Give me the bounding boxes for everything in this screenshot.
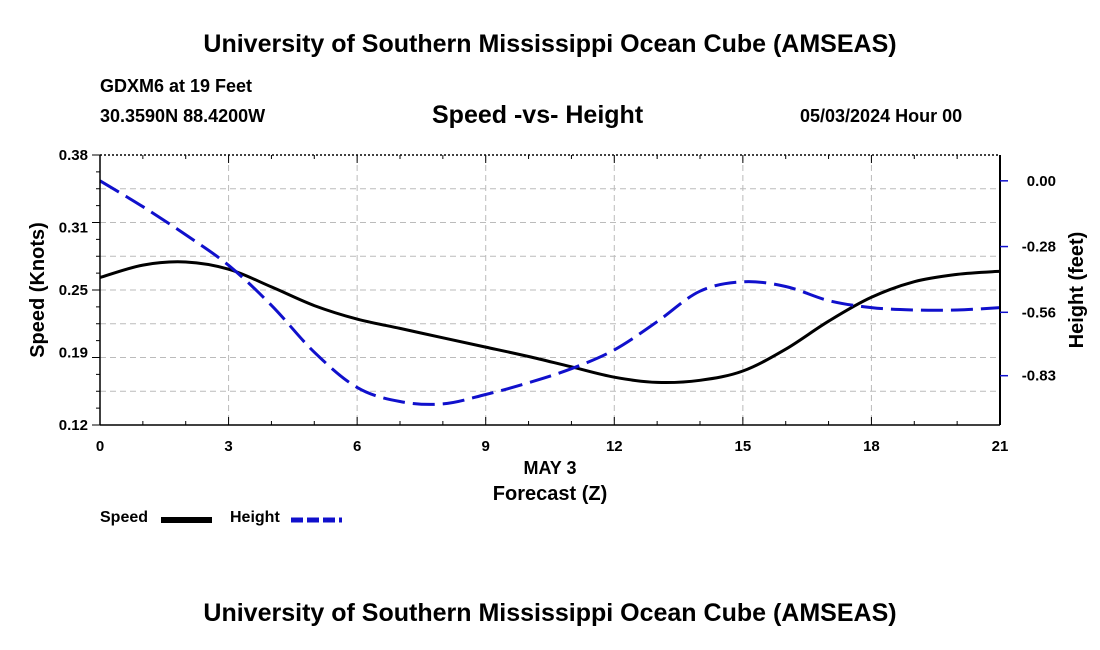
x-tick-label: 6 bbox=[353, 438, 361, 455]
y-axis-title: Speed (Knots) bbox=[27, 222, 49, 358]
x-tick-label: 12 bbox=[606, 438, 623, 455]
x-tick-label: 0 bbox=[96, 438, 104, 455]
x-tick-label: 9 bbox=[482, 438, 490, 455]
legend-height-label: Height bbox=[230, 509, 280, 526]
y-tick-label: 0.31 bbox=[59, 220, 88, 237]
axis-labels: 0 3 6 9 12 15 18 21 0.38 0.31 0.25 0.19 0.12 0.00 -0.2… bbox=[27, 147, 1088, 505]
legend-speed-label: Speed bbox=[100, 509, 149, 526]
x-tick-label: 21 bbox=[992, 438, 1009, 455]
y2-tick-label: -0.56 bbox=[1022, 304, 1056, 321]
chart-subtitle: Speed -vs- Height bbox=[432, 101, 644, 129]
y2-tick-label: 0.00 bbox=[1027, 173, 1056, 190]
series-line-speed bbox=[99, 260, 1001, 385]
y2-tick-label: -0.83 bbox=[1022, 368, 1056, 385]
y-tick-label: 0.38 bbox=[59, 147, 88, 164]
y-tick-label: 0.25 bbox=[59, 282, 88, 299]
y2-tick-label: -0.28 bbox=[1022, 239, 1056, 256]
footer-title: University of Southern Mississippi Ocean… bbox=[203, 599, 897, 627]
series-layer bbox=[99, 179, 1001, 406]
x-tick-label: 15 bbox=[735, 438, 752, 455]
y-tick-label: 0.12 bbox=[59, 417, 88, 434]
legend-height-swatch bbox=[291, 517, 342, 523]
station-label: GDXM6 at 19 Feet bbox=[100, 76, 253, 96]
x-tick-label: 3 bbox=[224, 438, 232, 455]
chart-title: University of Southern Mississippi Ocean… bbox=[203, 30, 897, 58]
coordinates-label: 30.3590N 88.4200W bbox=[100, 106, 266, 126]
legend-speed-swatch bbox=[161, 517, 212, 523]
x-date-label: MAY 3 bbox=[523, 458, 576, 478]
y-tick-label: 0.19 bbox=[59, 344, 88, 361]
forecast-datetime: 05/03/2024 Hour 00 bbox=[800, 106, 963, 126]
legend: Speed bbox=[100, 509, 148, 527]
grid bbox=[100, 155, 1000, 425]
x-axis-title: Forecast (Z) bbox=[493, 483, 607, 505]
y2-axis-title: Height (feet) bbox=[1066, 232, 1088, 349]
series-line-height bbox=[99, 179, 1001, 406]
axes bbox=[92, 154, 1008, 426]
x-tick-label: 18 bbox=[863, 438, 880, 455]
